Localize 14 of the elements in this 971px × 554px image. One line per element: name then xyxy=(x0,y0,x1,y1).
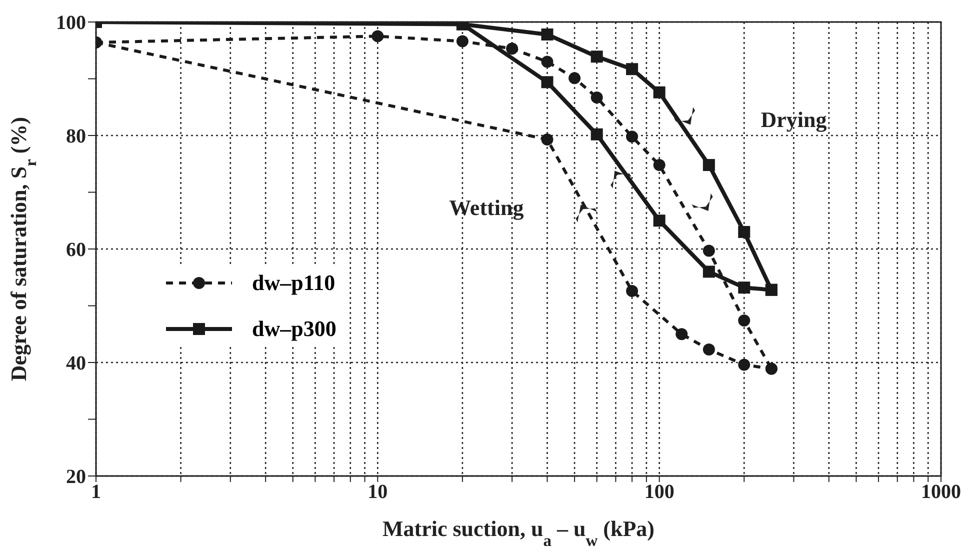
y-tick-label: 60 xyxy=(66,239,86,262)
annotation: Wetting xyxy=(449,194,524,220)
legend-label: dw–p300 xyxy=(252,316,336,342)
y-tick-label: 20 xyxy=(66,466,86,488)
y-tick-label: 80 xyxy=(66,126,86,148)
x-tick-label: 1000 xyxy=(921,481,961,504)
x-tick-label: 100 xyxy=(644,481,674,504)
x-tick-label: 1 xyxy=(91,481,101,504)
x-axis-title: Matric suction, u$_{a}$ – u$_{w}$ (kPa) xyxy=(382,516,654,550)
y-tick-label: 40 xyxy=(66,352,86,375)
x-tick-label: 10 xyxy=(368,481,388,504)
y-tick-label: 100 xyxy=(56,12,86,34)
annotation: Drying xyxy=(760,106,827,132)
legend-label: dw–p110 xyxy=(252,270,336,296)
